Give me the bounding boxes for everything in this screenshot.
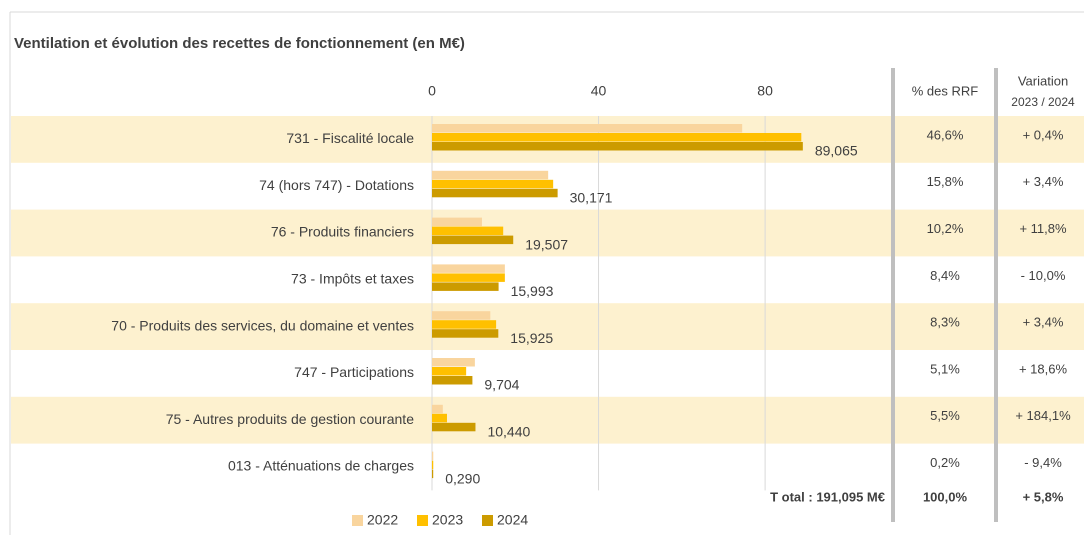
x-tick-label: 0	[428, 83, 436, 99]
legend-label: 2022	[367, 512, 398, 528]
bar	[432, 376, 473, 385]
bar	[432, 404, 443, 414]
variation-cell: + 3,4%	[1023, 174, 1064, 189]
data-label: 10,440	[487, 424, 530, 440]
bar	[432, 124, 743, 133]
chart-title: Ventilation et évolution des recettes de…	[14, 35, 465, 52]
bar	[432, 217, 482, 227]
legend-label: 2024	[497, 512, 528, 528]
bar	[432, 413, 447, 423]
pct-cell: 0,2%	[930, 455, 960, 470]
data-label: 30,171	[570, 190, 613, 206]
legend-swatch	[352, 515, 363, 526]
pct-cell: 10,2%	[927, 221, 964, 236]
variation-cell: + 18,6%	[1019, 361, 1068, 376]
row-band	[11, 396, 1084, 444]
category-label: 75 - Autres produits de gestion courante	[166, 411, 414, 427]
bar	[432, 226, 504, 236]
pct-cell: 5,5%	[930, 408, 960, 423]
bar	[432, 264, 505, 273]
legend-swatch	[482, 515, 493, 526]
bar	[432, 367, 467, 376]
column-header: 2023 / 2024	[1011, 95, 1075, 109]
variation-cell: - 9,4%	[1024, 455, 1062, 470]
bar	[432, 460, 434, 470]
bar	[432, 358, 475, 367]
bar	[432, 273, 505, 282]
pct-cell: 8,3%	[930, 315, 960, 330]
x-tick-label: 80	[757, 83, 773, 99]
bar	[432, 469, 434, 479]
column-header: Variation	[1018, 73, 1068, 88]
variation-cell: + 0,4%	[1023, 127, 1064, 142]
column-header: % des RRF	[912, 83, 979, 98]
row-band	[11, 209, 1084, 257]
row-band	[11, 303, 1084, 350]
bar	[432, 451, 434, 461]
data-label: 9,704	[484, 377, 519, 393]
bar	[432, 282, 499, 291]
category-label: 76 - Produits financiers	[271, 224, 414, 240]
category-label: 73 - Impôts et taxes	[291, 271, 414, 287]
category-label: 70 - Produits des services, du domaine e…	[111, 317, 414, 333]
variation-cell: + 184,1%	[1015, 408, 1071, 423]
category-label: 013 - Atténuations de charges	[228, 458, 414, 474]
bar	[432, 133, 802, 142]
data-label: 15,925	[510, 330, 553, 346]
bar	[432, 142, 803, 151]
category-label: 731 - Fiscalité locale	[286, 130, 414, 146]
bar	[432, 188, 558, 198]
bar	[432, 311, 491, 320]
data-label: 15,993	[511, 283, 554, 299]
bar	[432, 179, 554, 189]
data-label: 19,507	[525, 236, 568, 252]
bar	[432, 320, 497, 329]
legend-label: 2023	[432, 512, 463, 528]
bar	[432, 329, 499, 338]
bar	[432, 235, 514, 245]
data-label: 89,065	[815, 143, 858, 159]
data-label: 0,290	[445, 470, 480, 486]
total-pct: 100,0%	[923, 489, 968, 504]
legend-swatch	[417, 515, 428, 526]
category-label: 74 (hors 747) - Dotations	[259, 177, 414, 193]
pct-cell: 15,8%	[927, 174, 964, 189]
total-label: T otal : 191,095 M€	[770, 489, 885, 504]
total-variation: + 5,8%	[1023, 489, 1064, 504]
bar	[432, 170, 549, 180]
variation-cell: + 11,8%	[1019, 221, 1067, 236]
x-tick-label: 40	[591, 83, 607, 99]
pct-cell: 5,1%	[930, 361, 960, 376]
pct-cell: 8,4%	[930, 268, 960, 283]
bar	[432, 422, 476, 432]
category-label: 747 - Participations	[294, 364, 414, 380]
variation-cell: + 3,4%	[1023, 315, 1064, 330]
pct-cell: 46,6%	[927, 127, 964, 142]
variation-cell: - 10,0%	[1021, 268, 1066, 283]
